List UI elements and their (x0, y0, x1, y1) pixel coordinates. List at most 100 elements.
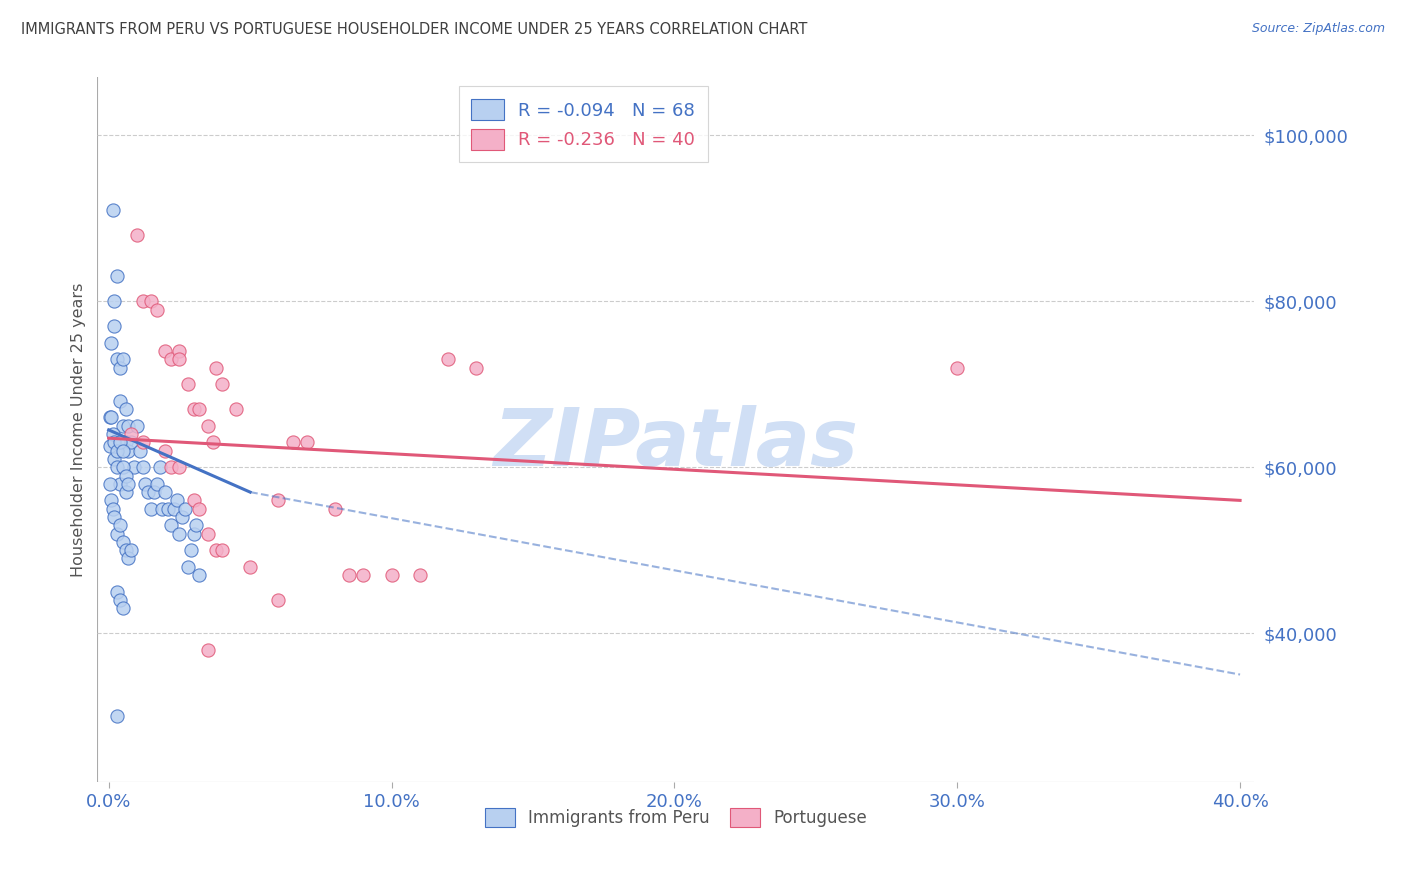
Point (105, 526, 128, 541)
Point (114, 435, 136, 450)
Point (108, 360, 131, 375)
Text: IMMIGRANTS FROM PERU VS PORTUGUESE HOUSEHOLDER INCOME UNDER 25 YEARS CORRELATION: IMMIGRANTS FROM PERU VS PORTUGUESE HOUSE… (21, 22, 807, 37)
Point (101, 501, 124, 516)
Point (98, 476, 121, 491)
Point (103, 294, 125, 309)
Point (409, 568, 432, 582)
Point (197, 418, 219, 433)
Point (111, 460, 134, 475)
Point (211, 377, 233, 392)
Point (295, 435, 318, 450)
Point (169, 352, 191, 367)
Point (120, 543, 142, 558)
Point (111, 601, 134, 615)
Point (169, 344, 191, 359)
Point (131, 294, 153, 309)
Point (183, 402, 205, 417)
Point (120, 435, 142, 450)
Point (100, 493, 122, 508)
Point (157, 501, 180, 516)
Point (352, 568, 374, 582)
Point (103, 319, 125, 334)
Point (108, 435, 131, 450)
Point (160, 352, 183, 367)
Point (188, 402, 211, 417)
Point (114, 468, 136, 483)
Point (108, 593, 131, 607)
Point (105, 709, 128, 723)
Point (267, 493, 290, 508)
Point (117, 476, 139, 491)
Point (111, 443, 134, 458)
Point (188, 568, 211, 582)
Point (169, 526, 191, 541)
Point (174, 501, 197, 516)
Point (114, 402, 136, 417)
Point (323, 501, 346, 516)
Point (152, 501, 174, 516)
Point (142, 485, 165, 500)
Point (108, 393, 131, 408)
Point (177, 559, 200, 574)
Point (117, 443, 139, 458)
Point (114, 485, 136, 500)
Point (125, 418, 148, 433)
Point (155, 344, 177, 359)
Point (197, 526, 219, 541)
Point (202, 435, 225, 450)
Point (267, 593, 290, 607)
Point (946, 360, 969, 375)
Point (100, 335, 122, 350)
Point (166, 493, 188, 508)
Point (145, 476, 167, 491)
Text: Source: ZipAtlas.com: Source: ZipAtlas.com (1251, 22, 1385, 36)
Point (103, 510, 125, 524)
Point (169, 460, 191, 475)
Point (100, 410, 122, 425)
Point (437, 352, 460, 367)
Point (180, 543, 202, 558)
Legend: Immigrants from Peru, Portuguese: Immigrants from Peru, Portuguese (478, 801, 873, 834)
Point (211, 543, 233, 558)
Point (183, 493, 205, 508)
Point (239, 559, 262, 574)
Point (205, 543, 228, 558)
Point (125, 227, 148, 242)
Point (120, 427, 142, 442)
Point (172, 510, 194, 524)
Point (197, 642, 219, 657)
Point (111, 352, 134, 367)
Point (136, 485, 159, 500)
Point (114, 543, 136, 558)
Point (105, 584, 128, 599)
Point (148, 460, 170, 475)
Point (98, 440, 121, 454)
Point (105, 269, 128, 284)
Point (155, 443, 177, 458)
Text: ZIPatlas: ZIPatlas (494, 405, 858, 483)
Point (105, 443, 128, 458)
Point (188, 501, 211, 516)
Point (111, 534, 134, 549)
Point (160, 460, 183, 475)
Point (465, 360, 488, 375)
Point (337, 568, 360, 582)
Point (155, 485, 177, 500)
Point (117, 418, 139, 433)
Point (139, 294, 162, 309)
Point (139, 501, 162, 516)
Point (105, 460, 128, 475)
Point (103, 451, 125, 466)
Point (101, 203, 124, 218)
Point (103, 435, 125, 450)
Point (225, 402, 247, 417)
Point (160, 518, 183, 533)
Point (183, 526, 205, 541)
Point (134, 476, 156, 491)
Point (122, 460, 145, 475)
Point (177, 377, 200, 392)
Point (163, 501, 186, 516)
Point (98, 410, 121, 425)
Point (111, 418, 134, 433)
Point (145, 302, 167, 317)
